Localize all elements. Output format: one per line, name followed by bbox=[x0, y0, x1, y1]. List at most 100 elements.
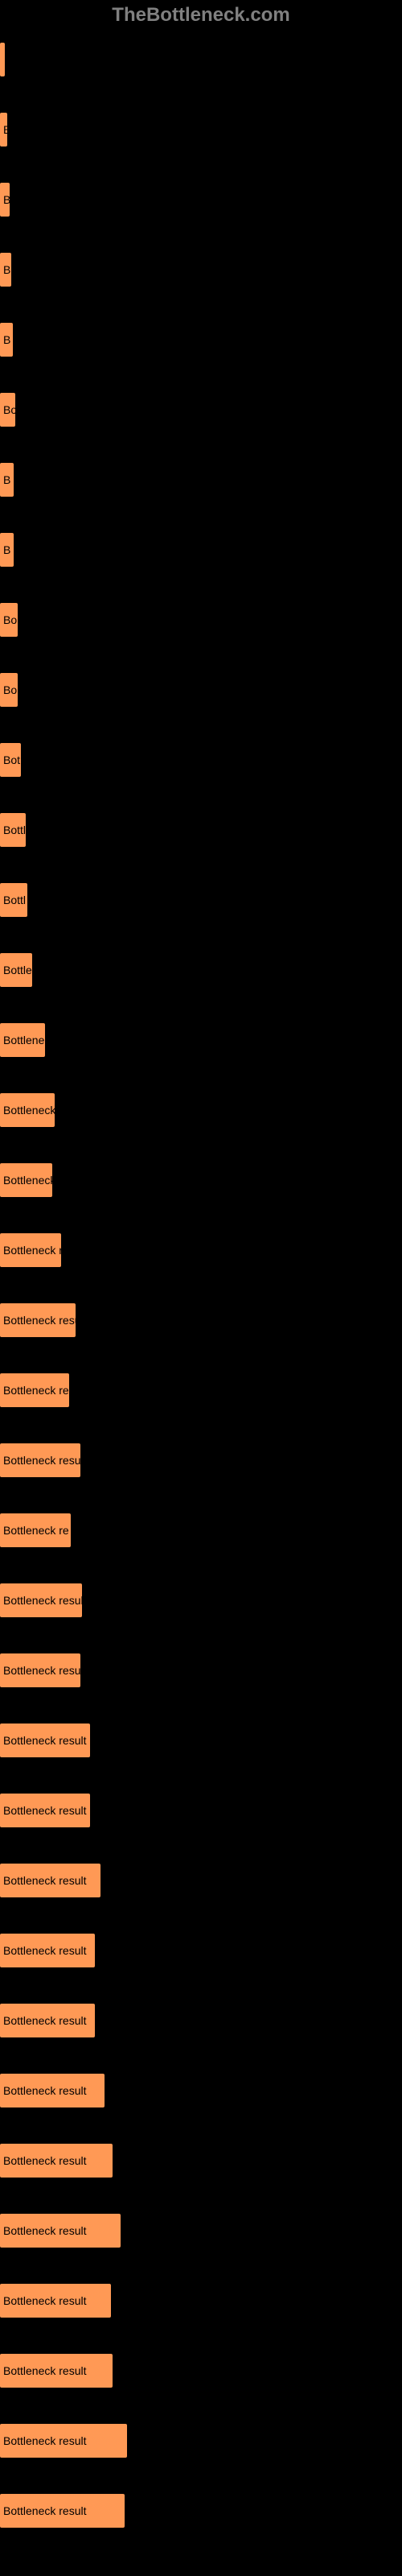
bar-label: Bottleneck resu bbox=[3, 1244, 81, 1257]
bar-row: Bottleneck result bbox=[0, 1303, 402, 1337]
bar-label: B bbox=[3, 263, 10, 276]
bar-label: Bottleneck resu bbox=[3, 1384, 81, 1397]
bar-row: Bo bbox=[0, 603, 402, 637]
bar: Bottleneck result bbox=[0, 1443, 80, 1477]
bar-row: Bottleneck result bbox=[0, 1934, 402, 1967]
bar-label: Bottle bbox=[3, 824, 32, 836]
bar-label: Bottleneck result bbox=[3, 1804, 87, 1817]
bar-label: Bo bbox=[3, 613, 17, 626]
bar-row: Bottleneck result bbox=[0, 1794, 402, 1827]
bar-label: Bottleneck result bbox=[3, 2084, 87, 2097]
bar: Bottle bbox=[0, 953, 32, 987]
bar-row: Bottleneck result bbox=[0, 1864, 402, 1897]
bar: B bbox=[0, 183, 10, 217]
bar: Bottleneck result bbox=[0, 1303, 76, 1337]
bar-label: Bottleneck result bbox=[3, 1944, 87, 1957]
bar: Bottleneck result bbox=[0, 2004, 95, 2037]
bar-row: Bot bbox=[0, 743, 402, 777]
bar-label: Bottleneck result bbox=[3, 2014, 87, 2027]
bar: Bottleneck result bbox=[0, 2284, 111, 2318]
bar-row: Bottleneck result bbox=[0, 1583, 402, 1617]
bar-label: B bbox=[3, 333, 10, 346]
bar: Bo bbox=[0, 603, 18, 637]
bar: Bottl bbox=[0, 883, 27, 917]
bar-row: Bottlenec bbox=[0, 1023, 402, 1057]
bar: B bbox=[0, 533, 14, 567]
bar-row: Bottleneck result bbox=[0, 2214, 402, 2248]
bar-label: Bottleneck bbox=[3, 1174, 55, 1187]
bar: B bbox=[0, 323, 13, 357]
bar-label: Bo bbox=[3, 403, 17, 416]
bar: Bottle bbox=[0, 813, 26, 847]
bar-label: Bottleneck result bbox=[3, 1314, 87, 1327]
bar-row: B bbox=[0, 113, 402, 147]
bar-row: Bottleneck resu bbox=[0, 1233, 402, 1267]
bar: Bottleneck result bbox=[0, 2214, 121, 2248]
bar-label: Bottleneck re bbox=[3, 1524, 69, 1537]
bar-row: Bottle bbox=[0, 953, 402, 987]
bar: B bbox=[0, 113, 7, 147]
bar-row: Bottleneck resu bbox=[0, 1373, 402, 1407]
bar-label: B bbox=[3, 473, 10, 486]
bar-row: Bo bbox=[0, 673, 402, 707]
bar bbox=[0, 43, 5, 76]
bar-row: B bbox=[0, 183, 402, 217]
bar-label: Bottleneck resul bbox=[3, 1664, 84, 1677]
bar: Bottleneck result bbox=[0, 1724, 90, 1757]
bar: Bottleneck result bbox=[0, 2144, 113, 2178]
bar: Bottleneck re bbox=[0, 1513, 71, 1547]
bar-row: B bbox=[0, 253, 402, 287]
bar-label: Bot bbox=[3, 753, 20, 766]
bar: Bottleneck result bbox=[0, 2424, 127, 2458]
bar-label: Bottleneck result bbox=[3, 2224, 87, 2237]
bar: Bot bbox=[0, 743, 21, 777]
bar: B bbox=[0, 463, 14, 497]
bar-row: Bottleneck result bbox=[0, 2004, 402, 2037]
bar-label: Bottl bbox=[3, 894, 26, 906]
bar: Bottleneck result bbox=[0, 1794, 90, 1827]
bar: Bo bbox=[0, 393, 15, 427]
bar-label: Bottleneck result bbox=[3, 2434, 87, 2447]
bar-label: Bottle bbox=[3, 964, 32, 976]
bar-row: Bottleneck result bbox=[0, 1443, 402, 1477]
bar-label: Bottleneck result bbox=[3, 1734, 87, 1747]
bar-label: B bbox=[3, 123, 10, 136]
bar: Bottleneck resu bbox=[0, 1373, 69, 1407]
bar-label: B bbox=[3, 543, 10, 556]
bar-row: Bottleneck result bbox=[0, 2354, 402, 2388]
bar-label: Bottleneck result bbox=[3, 1594, 87, 1607]
bar-label: B bbox=[3, 193, 10, 206]
bar: Bottleneck resu bbox=[0, 1233, 61, 1267]
bar-row: Bottleneck result bbox=[0, 2074, 402, 2107]
bar: Bottleneck result bbox=[0, 1864, 100, 1897]
bar-row: Bottleneck result bbox=[0, 2144, 402, 2178]
bottleneck-chart: B B B B Bo B B Bo Bo Bot Bottle Bottl Bottle Bottlene… bbox=[0, 43, 402, 2528]
bar: Bottleneck re bbox=[0, 1093, 55, 1127]
bar-row: Bottle bbox=[0, 813, 402, 847]
bar-label: Bo bbox=[3, 683, 17, 696]
site-header: TheBottleneck.com bbox=[0, 4, 402, 27]
bar: Bottleneck result bbox=[0, 2354, 113, 2388]
bar-label: Bottleneck result bbox=[3, 1454, 87, 1467]
bar-label: Bottleneck re bbox=[3, 1104, 69, 1117]
bar-row: B bbox=[0, 463, 402, 497]
bar-row: Bottleneck resul bbox=[0, 1653, 402, 1687]
bar-row: Bottleneck re bbox=[0, 1093, 402, 1127]
bar-label: Bottlenec bbox=[3, 1034, 50, 1046]
bar: Bottlenec bbox=[0, 1023, 45, 1057]
bar-label: Bottleneck result bbox=[3, 2294, 87, 2307]
bar-row: Bottleneck re bbox=[0, 1513, 402, 1547]
bar-row: Bottleneck result bbox=[0, 2284, 402, 2318]
bar: Bottleneck result bbox=[0, 2494, 125, 2528]
bar: Bottleneck resul bbox=[0, 1653, 80, 1687]
bar-row: B bbox=[0, 323, 402, 357]
bar-label: Bottleneck result bbox=[3, 2364, 87, 2377]
bar-label: Bottleneck result bbox=[3, 1874, 87, 1887]
bar: Bo bbox=[0, 673, 18, 707]
bar-label: Bottleneck result bbox=[3, 2154, 87, 2167]
bar: Bottleneck result bbox=[0, 2074, 105, 2107]
bar-row: B bbox=[0, 533, 402, 567]
bar-label: Bottleneck result bbox=[3, 2504, 87, 2517]
bar: Bottleneck result bbox=[0, 1934, 95, 1967]
bar-row: Bottl bbox=[0, 883, 402, 917]
